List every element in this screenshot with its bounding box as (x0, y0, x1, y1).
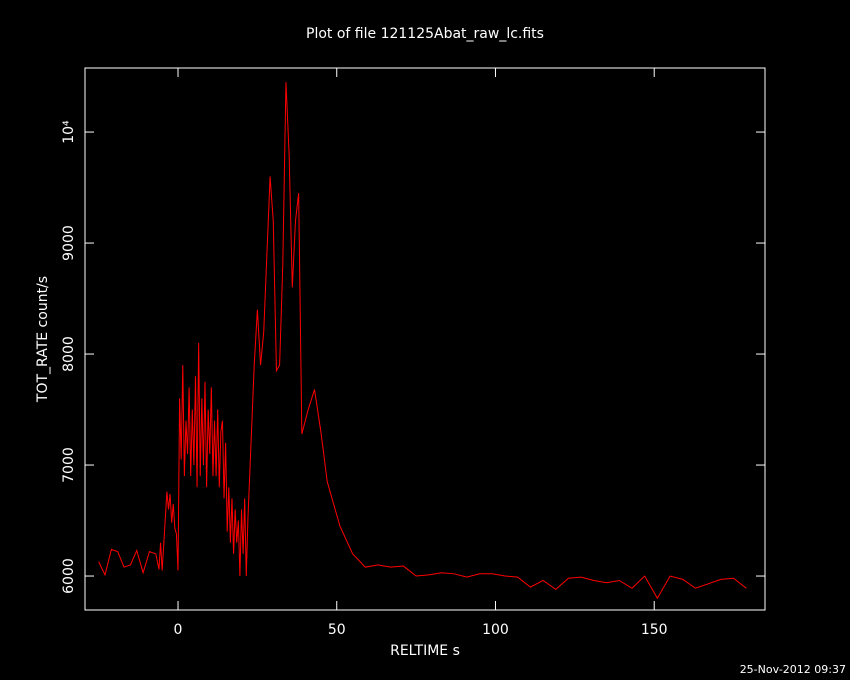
light-curve (98, 82, 747, 600)
x-tick-label: 150 (641, 622, 668, 638)
y-tick-label: 8000 (61, 336, 77, 372)
y-axis-label: TOT_RATE count/s (35, 276, 51, 403)
y-tick-label: 9000 (61, 225, 77, 261)
x-tick-label: 100 (482, 622, 509, 638)
y-tick-label: 7000 (61, 447, 77, 483)
footer: 25-Nov-2012 09:37 (740, 663, 846, 676)
plot-frame (84, 67, 766, 611)
x-tick-label: 50 (328, 622, 346, 638)
y-tick-label: 10⁴ (61, 120, 77, 144)
x-axis-label: RELTIME s (390, 643, 460, 659)
chart-title: Plot of file 121125Abat_raw_lc.fits (306, 26, 544, 42)
x-tick-label: 0 (174, 622, 183, 638)
y-tick-label: 6000 (61, 558, 77, 594)
